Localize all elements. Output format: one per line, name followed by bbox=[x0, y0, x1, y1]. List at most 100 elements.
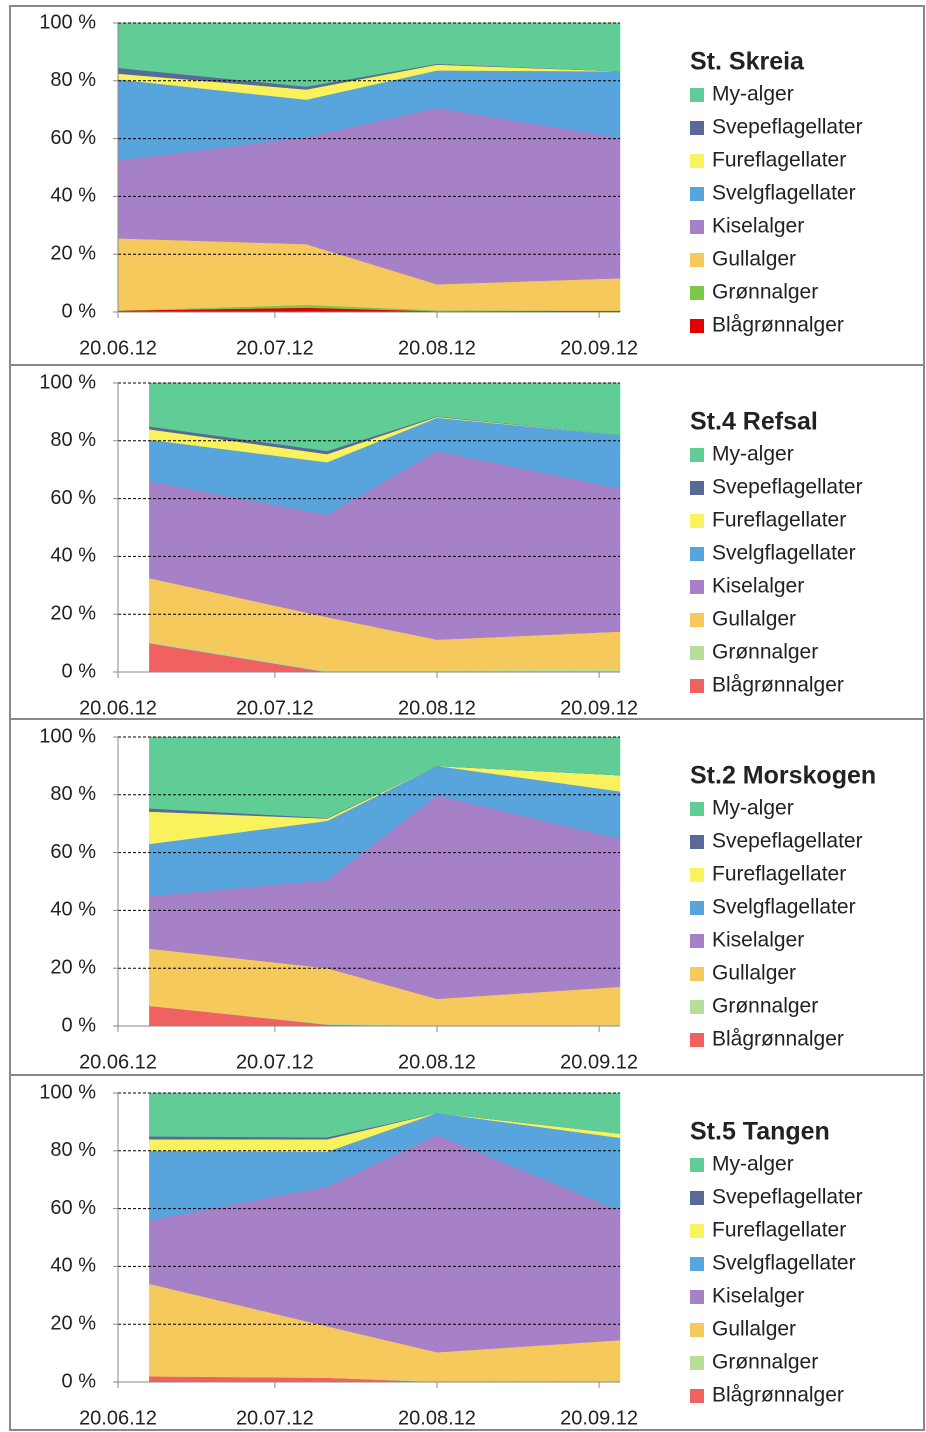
legend-swatch bbox=[690, 1290, 704, 1304]
chart-panel: 0 % 20 % 40 % 60 % 80 % 100 % 20.06.12 20.07.12… bbox=[39, 1081, 862, 1429]
y-tick-label: 20 % bbox=[50, 956, 96, 978]
chart-panel: 0 % 20 % 40 % 60 % 80 % 100 % 20.06.12 20.07.12… bbox=[39, 11, 862, 359]
x-tick-label: 20.09.12 bbox=[560, 1407, 638, 1429]
legend-label: Svepeflagellater bbox=[712, 116, 863, 139]
legend-swatch bbox=[690, 448, 704, 462]
legend-label: Svelgflagellater bbox=[712, 896, 856, 919]
legend-swatch bbox=[690, 187, 704, 201]
x-tick-label: 20.07.12 bbox=[236, 1407, 314, 1429]
legend-swatch bbox=[690, 481, 704, 495]
legend-swatch bbox=[690, 319, 704, 333]
chart-title: St.5 Tangen bbox=[690, 1118, 830, 1146]
legend-swatch bbox=[690, 547, 704, 561]
legend-label: Svelgflagellater bbox=[712, 1252, 856, 1275]
y-tick-label: 0 % bbox=[62, 1370, 97, 1392]
legend-label: Kiselalger bbox=[712, 929, 804, 952]
legend-swatch bbox=[690, 514, 704, 528]
legend-swatch bbox=[690, 967, 704, 981]
legend-swatch bbox=[690, 1224, 704, 1238]
legend-label: Gullalger bbox=[712, 248, 796, 271]
y-tick-label: 60 % bbox=[50, 1197, 96, 1219]
y-tick-label: 100 % bbox=[39, 725, 96, 747]
legend-swatch bbox=[690, 646, 704, 660]
chart-title: St.2 Morskogen bbox=[690, 762, 876, 790]
y-tick-label: 20 % bbox=[50, 242, 96, 264]
legend-label: Svelgflagellater bbox=[712, 542, 856, 565]
x-tick-label: 20.08.12 bbox=[398, 1051, 476, 1073]
legend-label: Svepeflagellater bbox=[712, 476, 863, 499]
chart-panel: 0 % 20 % 40 % 60 % 80 % 100 % 20.06.12 20.07.12… bbox=[39, 725, 876, 1073]
x-tick-label: 20.06.12 bbox=[79, 337, 157, 359]
y-tick-label: 60 % bbox=[50, 487, 96, 509]
legend-swatch bbox=[690, 613, 704, 627]
legend-swatch bbox=[690, 802, 704, 816]
legend-label: Gullalger bbox=[712, 608, 796, 631]
x-tick-label: 20.08.12 bbox=[398, 697, 476, 719]
y-tick-label: 20 % bbox=[50, 602, 96, 624]
legend-label: Kiselalger bbox=[712, 575, 804, 598]
y-tick-label: 80 % bbox=[50, 783, 96, 805]
legend-label: Fureflagellater bbox=[712, 509, 846, 532]
x-tick-label: 20.06.12 bbox=[79, 1051, 157, 1073]
x-tick-label: 20.09.12 bbox=[560, 337, 638, 359]
legend-swatch bbox=[690, 868, 704, 882]
y-tick-label: 80 % bbox=[50, 1139, 96, 1161]
legend-label: My-alger bbox=[712, 797, 794, 820]
legend-label: Grønnalger bbox=[712, 995, 818, 1018]
x-tick-label: 20.06.12 bbox=[79, 697, 157, 719]
x-tick-label: 20.08.12 bbox=[398, 1407, 476, 1429]
x-tick-label: 20.07.12 bbox=[236, 1051, 314, 1073]
y-tick-label: 60 % bbox=[50, 841, 96, 863]
y-tick-label: 80 % bbox=[50, 69, 96, 91]
legend-swatch bbox=[690, 1323, 704, 1337]
x-tick-label: 20.08.12 bbox=[398, 337, 476, 359]
legend-label: Kiselalger bbox=[712, 1285, 804, 1308]
legend-swatch bbox=[690, 286, 704, 300]
legend-swatch bbox=[690, 1389, 704, 1403]
legend-swatch bbox=[690, 679, 704, 693]
y-tick-label: 0 % bbox=[62, 1014, 97, 1036]
legend-swatch bbox=[690, 220, 704, 234]
legend-swatch bbox=[690, 580, 704, 594]
legend-swatch bbox=[690, 901, 704, 915]
legend-label: Fureflagellater bbox=[712, 1219, 846, 1242]
legend-swatch bbox=[690, 835, 704, 849]
legend-swatch bbox=[690, 1191, 704, 1205]
y-tick-label: 0 % bbox=[62, 660, 97, 682]
legend-swatch bbox=[690, 88, 704, 102]
y-tick-label: 100 % bbox=[39, 11, 96, 33]
legend-label: Grønnalger bbox=[712, 641, 818, 664]
legend-label: Svepeflagellater bbox=[712, 1186, 863, 1209]
chart-title: St. Skreia bbox=[690, 48, 805, 76]
legend-label: Kiselalger bbox=[712, 215, 804, 238]
y-tick-label: 80 % bbox=[50, 429, 96, 451]
y-tick-label: 60 % bbox=[50, 127, 96, 149]
y-tick-label: 40 % bbox=[50, 185, 96, 207]
x-tick-label: 20.09.12 bbox=[560, 1051, 638, 1073]
legend-swatch bbox=[690, 1158, 704, 1172]
y-tick-label: 100 % bbox=[39, 371, 96, 393]
legend-label: Svepeflagellater bbox=[712, 830, 863, 853]
legend-label: Svelgflagellater bbox=[712, 182, 856, 205]
y-tick-label: 40 % bbox=[50, 1255, 96, 1277]
y-tick-label: 20 % bbox=[50, 1312, 96, 1334]
legend-swatch bbox=[690, 934, 704, 948]
legend-swatch bbox=[690, 154, 704, 168]
legend-label: My-alger bbox=[712, 443, 794, 466]
legend-swatch bbox=[690, 121, 704, 135]
x-tick-label: 20.06.12 bbox=[79, 1407, 157, 1429]
legend-label: Fureflagellater bbox=[712, 149, 846, 172]
x-tick-label: 20.07.12 bbox=[236, 337, 314, 359]
legend-label: Grønnalger bbox=[712, 1351, 818, 1374]
chart-panel: 0 % 20 % 40 % 60 % 80 % 100 % 20.06.12 20.07.12… bbox=[39, 371, 862, 719]
y-tick-label: 40 % bbox=[50, 545, 96, 567]
y-tick-label: 0 % bbox=[62, 300, 97, 322]
legend-swatch bbox=[690, 253, 704, 267]
y-tick-label: 40 % bbox=[50, 899, 96, 921]
legend-label: Blågrønnalger bbox=[712, 1384, 844, 1407]
x-tick-label: 20.07.12 bbox=[236, 697, 314, 719]
y-tick-label: 100 % bbox=[39, 1081, 96, 1103]
legend-label: My-alger bbox=[712, 1153, 794, 1176]
